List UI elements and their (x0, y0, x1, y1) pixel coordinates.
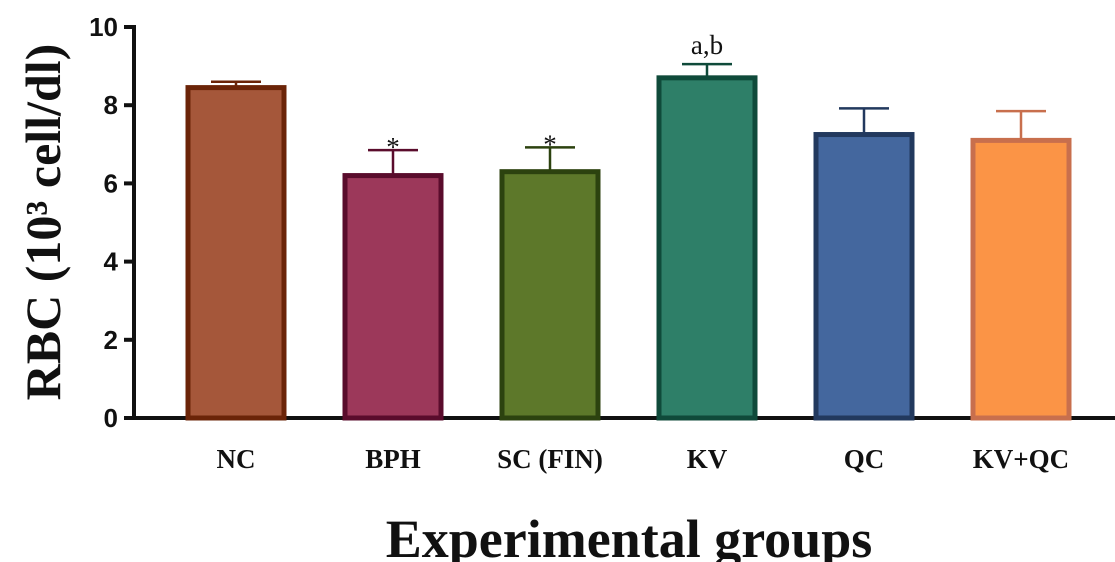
x-tick-label: QC (844, 444, 885, 474)
significance-label: a,b (691, 30, 723, 60)
significance-label: * (386, 132, 400, 162)
y-tick-label: 8 (104, 90, 118, 120)
x-tick-label: KV+QC (973, 444, 1069, 474)
y-tick-label: 10 (89, 12, 118, 42)
y-tick-label: 4 (104, 247, 119, 277)
bar (499, 169, 601, 421)
y-tick-label: 6 (104, 168, 118, 198)
x-tick-label: NC (217, 444, 256, 474)
bars: * * a,b (185, 30, 1072, 421)
x-axis-label: Experimental groups (386, 509, 873, 562)
significance-label: * (543, 129, 557, 159)
axes: 0 2 4 6 8 10 NC BPH SC (FIN) KV QC KV+QC (89, 12, 1115, 474)
bar (970, 137, 1072, 421)
x-tick-label: SC (FIN) (497, 444, 603, 474)
bar (656, 75, 758, 421)
y-axis-label: RBC (10³ cell/dl) (15, 44, 71, 401)
bar (185, 85, 287, 421)
bar (813, 132, 915, 421)
x-tick-label: BPH (365, 444, 421, 474)
y-tick-label: 0 (104, 403, 118, 433)
bar (342, 173, 444, 421)
x-tick-label: KV (687, 444, 728, 474)
y-tick-label: 2 (104, 325, 118, 355)
